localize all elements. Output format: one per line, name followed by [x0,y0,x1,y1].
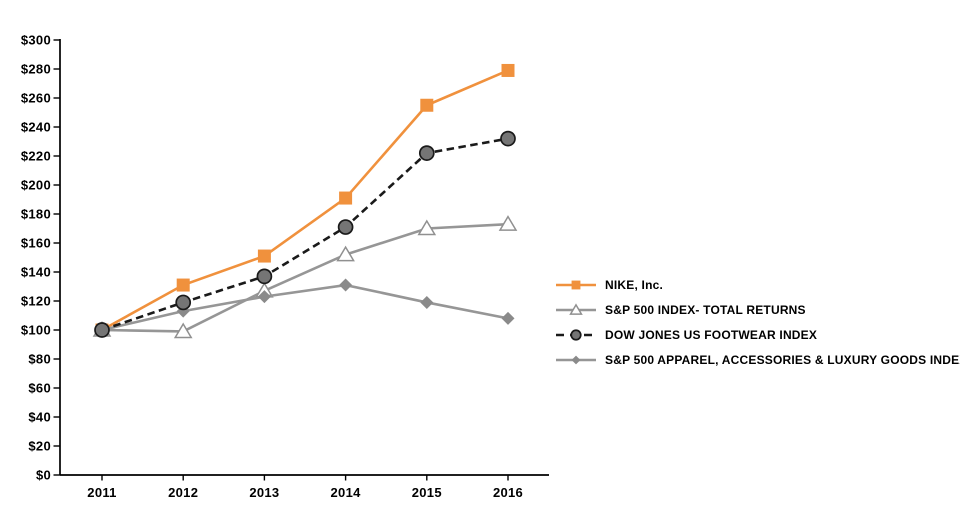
series-line-3 [101,283,509,332]
legend-circle-icon [556,328,596,341]
data-point-marker-0-2 [257,249,271,263]
y-axis-label: $0 [36,468,51,483]
data-point-marker-0-5 [501,63,515,77]
y-axis-label: $300 [21,33,51,48]
y-axis-label: $280 [21,62,51,77]
y-axis-label: $240 [21,120,51,135]
x-axis-label: 2016 [493,485,523,500]
data-point-marker-2-3 [337,219,354,235]
legend-item-1: S&P 500 INDEX- TOTAL RETURNS [556,297,960,322]
legend-triangle-open-icon [556,302,596,315]
series-line-2 [101,137,509,332]
data-point-marker-2-0 [94,322,110,338]
data-point-marker-2-5 [500,130,516,147]
data-point-marker-1-4 [417,219,437,236]
x-axis-label: 2011 [87,485,116,500]
legend-label: S&P 500 APPAREL, ACCESSORIES & LUXURY GO… [605,352,960,367]
data-point-marker-1-3 [336,245,355,262]
series-line-1 [101,222,509,333]
data-point-marker-0-3 [339,191,353,205]
legend-item-0: NIKE, Inc. [556,272,960,297]
data-point-marker-2-2 [256,268,273,285]
y-axis-label: $180 [21,207,51,222]
legend-diamond-icon [556,355,596,364]
legend-item-2: DOW JONES US FOOTWEAR INDEX [556,322,960,347]
data-point-marker-3-3 [339,278,353,292]
y-axis-label: $40 [28,410,51,425]
data-point-marker-3-5 [501,311,515,325]
y-axis-label: $100 [21,323,51,338]
x-axis-label: 2014 [331,485,362,500]
data-point-marker-2-4 [418,145,435,161]
y-axis-label: $260 [21,91,51,106]
data-point-marker-3-4 [420,295,434,309]
y-axis-label: $220 [21,149,51,164]
data-point-marker-2-1 [175,294,192,311]
data-point-marker-3-2 [257,290,271,304]
y-axis-label: $80 [28,352,51,367]
legend-label: DOW JONES US FOOTWEAR INDEX [605,327,818,342]
y-axis-label: $60 [28,381,51,396]
y-axis-label: $140 [21,265,51,280]
data-point-marker-0-4 [420,98,434,112]
x-axis-label: 2015 [412,485,442,500]
series-line-0 [101,69,509,332]
legend-square-icon [556,280,596,289]
data-point-marker-1-5 [498,215,518,231]
legend-label: S&P 500 INDEX- TOTAL RETURNS [605,302,806,317]
y-axis-label: $120 [21,294,51,309]
data-point-marker-1-1 [173,322,193,339]
legend-item-3: S&P 500 APPAREL, ACCESSORIES & LUXURY GO… [556,347,960,372]
chart-legend: NIKE, Inc. S&P 500 INDEX- TOTAL RETURNS DO… [556,272,960,372]
x-axis-label: 2013 [249,485,279,500]
y-axis-label: $200 [21,178,51,193]
x-axis-label: 2012 [168,485,198,500]
data-point-marker-0-1 [176,278,190,292]
y-axis-label: $160 [21,236,51,251]
y-axis-label: $20 [28,439,51,454]
legend-label: NIKE, Inc. [605,277,664,292]
